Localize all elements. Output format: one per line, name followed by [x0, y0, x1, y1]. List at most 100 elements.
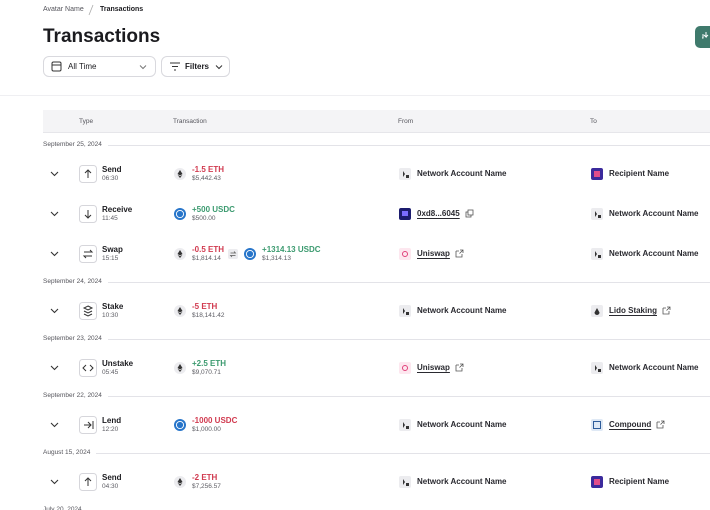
party-name: Network Account Name	[609, 248, 699, 258]
usd-amount: $7,256.57	[192, 482, 221, 490]
party-link[interactable]: Lido Staking	[609, 305, 657, 315]
expand-chevron[interactable]	[50, 211, 59, 217]
expand-chevron[interactable]	[50, 308, 59, 314]
token-amount: -5 ETH	[192, 301, 218, 311]
party-name: Network Account Name	[417, 305, 507, 315]
expand-chevron[interactable]	[50, 251, 59, 257]
column-header: Transaction	[173, 118, 207, 125]
party-icon	[591, 167, 603, 180]
download-icon	[702, 32, 709, 39]
date-range-dropdown[interactable]: All Time	[43, 56, 156, 77]
transaction-time: 04:30	[102, 482, 119, 490]
chevron-down	[215, 64, 223, 69]
external-link-icon[interactable]	[662, 306, 671, 315]
expand-chevron[interactable]	[50, 422, 59, 428]
transaction-type: Send	[102, 472, 122, 482]
usd-amount: $1,000.00	[192, 425, 221, 433]
token-amount: +1314.13 USDC	[262, 244, 321, 254]
date-label: September 24, 2024	[43, 278, 102, 285]
external-link-icon[interactable]	[455, 249, 464, 258]
token-icon	[174, 304, 186, 317]
party-icon	[591, 247, 603, 260]
party-link[interactable]: Uniswap	[417, 362, 450, 372]
date-divider	[107, 145, 710, 146]
transaction-type: Receive	[102, 204, 133, 214]
date-label: August 15, 2024	[43, 449, 91, 456]
token-amount: +2.5 ETH	[192, 358, 227, 368]
type-icon	[79, 472, 97, 491]
expand-chevron[interactable]	[50, 365, 59, 371]
date-label: September 22, 2024	[43, 392, 102, 399]
table-header	[43, 110, 710, 133]
transaction-type: Lend	[102, 415, 122, 425]
expand-chevron[interactable]	[50, 171, 59, 177]
party-icon	[399, 475, 411, 488]
token-icon	[174, 247, 186, 260]
type-icon	[79, 415, 97, 434]
party-name: Network Account Name	[417, 419, 507, 429]
copy-icon[interactable]	[465, 209, 474, 218]
party-icon	[399, 304, 411, 317]
swap-icon	[228, 248, 239, 259]
token-amount: -2 ETH	[192, 472, 218, 482]
expand-chevron[interactable]	[50, 479, 59, 485]
page-title: Transactions	[43, 26, 161, 47]
date-divider	[107, 339, 710, 340]
type-icon	[79, 164, 97, 183]
column-header: From	[398, 118, 414, 125]
token-icon	[174, 207, 186, 220]
transaction-type: Stake	[102, 301, 124, 311]
token-icon	[244, 247, 257, 260]
transaction-type: Send	[102, 164, 122, 174]
party-icon	[399, 167, 411, 180]
party-link[interactable]: Compound	[609, 419, 652, 429]
party-icon	[591, 475, 603, 488]
filters-button[interactable]: Filters	[161, 56, 230, 77]
breadcrumb-separator	[88, 4, 94, 16]
transaction-type: Swap	[102, 244, 123, 254]
usd-amount: $1,314.13	[262, 254, 291, 262]
usd-amount: $1,814.14	[192, 254, 221, 262]
party-icon	[399, 207, 411, 220]
usd-amount: $500.00	[192, 214, 216, 222]
party-name: Network Account Name	[417, 476, 507, 486]
chevron-down	[139, 64, 147, 69]
party-icon	[591, 304, 603, 317]
party-link[interactable]: Uniswap	[417, 248, 450, 258]
usd-amount: $18,141.42	[192, 311, 225, 319]
token-icon	[174, 361, 186, 374]
external-link-icon[interactable]	[455, 363, 464, 372]
date-range-label: All Time	[68, 62, 97, 71]
external-link-icon[interactable]	[656, 420, 665, 429]
date-label: July 20, 2024	[43, 506, 82, 510]
party-icon	[399, 247, 411, 260]
party-name: Recipient Name	[609, 168, 670, 178]
divider	[0, 95, 710, 96]
transaction-time: 10:30	[102, 311, 119, 319]
transaction-time: 15:15	[102, 254, 119, 262]
breadcrumb-link[interactable]: Avatar Name	[43, 6, 84, 13]
party-link[interactable]: 0xd8...6045	[417, 208, 460, 218]
filters-label: Filters	[185, 62, 210, 71]
transaction-type: Unstake	[102, 358, 134, 368]
token-icon	[174, 167, 186, 180]
type-icon	[79, 358, 97, 377]
token-amount: +500 USDC	[192, 204, 235, 214]
date-label: September 23, 2024	[43, 335, 102, 342]
download-button[interactable]	[695, 26, 710, 48]
date-divider	[107, 282, 710, 283]
date-divider	[107, 396, 710, 397]
column-header: To	[590, 118, 597, 125]
party-icon	[399, 418, 411, 431]
party-icon	[591, 361, 603, 374]
party-icon	[399, 361, 411, 374]
type-icon	[79, 301, 97, 320]
transaction-time: 12:20	[102, 425, 119, 433]
transaction-time: 11:45	[102, 214, 118, 222]
token-icon	[174, 475, 186, 488]
token-icon	[174, 418, 186, 431]
calendar-icon	[51, 61, 62, 72]
transaction-time: 06:30	[102, 174, 119, 182]
token-amount: -1000 USDC	[192, 415, 238, 425]
